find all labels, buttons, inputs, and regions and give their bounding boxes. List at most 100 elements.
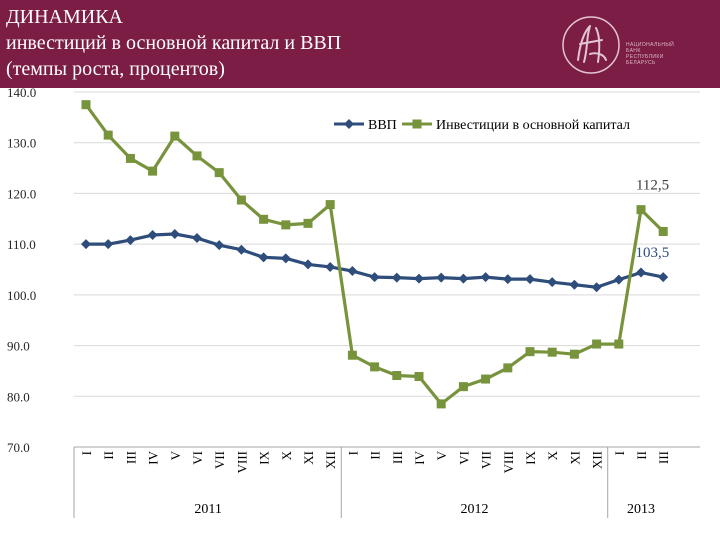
investment-point xyxy=(192,151,202,161)
investment-point xyxy=(325,200,335,210)
x-category-label: II xyxy=(634,451,649,460)
investment-point xyxy=(281,220,291,230)
gdp-point xyxy=(591,282,602,293)
x-category-label: III xyxy=(123,451,138,464)
gdp-point xyxy=(192,233,202,244)
y-tick-label: 120.0 xyxy=(7,186,36,201)
x-category-label: V xyxy=(434,450,449,460)
investment-point xyxy=(458,382,468,392)
gdp-point xyxy=(636,267,646,278)
investment-point xyxy=(103,130,113,140)
x-category-label: VII xyxy=(479,451,494,469)
y-tick-label: 110.0 xyxy=(7,237,36,252)
investment-point xyxy=(392,370,402,380)
investment-point xyxy=(125,153,135,163)
x-category-label: I xyxy=(345,451,360,455)
gdp-point xyxy=(414,273,424,284)
investment-point xyxy=(547,347,557,357)
gdp-point xyxy=(347,266,358,277)
gdp-point xyxy=(81,239,91,250)
x-category-label: VI xyxy=(456,451,471,465)
investment-point xyxy=(303,218,313,228)
x-category-label: XII xyxy=(323,451,338,469)
x-category-label: XI xyxy=(567,451,582,465)
x-category-label: I xyxy=(612,451,627,455)
slide-title: ДИНАМИКА инвестиций в основной капитал и… xyxy=(6,4,341,82)
gdp-point xyxy=(236,244,247,255)
x-category-label: IX xyxy=(257,450,272,464)
y-tick-label: 140.0 xyxy=(7,85,36,100)
year-group-label: 2013 xyxy=(627,502,655,517)
gdp-point xyxy=(103,239,114,250)
logo-text: НАЦИОНАЛЬНЫЙ БАНК РЕСПУБЛИКИ БЕЛАРУСЬ xyxy=(626,42,675,66)
x-category-label: III xyxy=(656,451,671,464)
title-line-2: инвестиций в основной капитал и ВВП xyxy=(6,32,342,54)
year-group-label: 2011 xyxy=(194,502,221,517)
gdp-point xyxy=(169,229,180,239)
investment-point xyxy=(592,339,602,349)
x-category-label: X xyxy=(279,450,294,460)
investment-point xyxy=(81,100,91,110)
gdp-point xyxy=(147,230,158,241)
y-tick-label: 100.0 xyxy=(7,288,36,303)
x-category-label: VII xyxy=(212,451,227,469)
investment-point xyxy=(503,363,513,373)
gdp-point xyxy=(525,274,535,285)
investment-point xyxy=(170,131,180,141)
gdp-point xyxy=(569,279,580,290)
x-category-label: X xyxy=(545,450,560,460)
x-category-label: IX xyxy=(523,450,538,464)
gdp-point xyxy=(325,261,336,272)
y-tick-label: 90.0 xyxy=(7,339,30,354)
gdp-point xyxy=(502,274,513,285)
gdp-point xyxy=(458,273,469,284)
x-category-label: IV xyxy=(146,450,161,464)
gdp-point xyxy=(613,274,624,285)
investment-point xyxy=(636,205,646,215)
x-category-label: V xyxy=(168,450,183,460)
x-category-label: XI xyxy=(301,451,316,465)
gdp-point xyxy=(480,272,491,283)
header-banner: ДИНАМИКА инвестиций в основной капитал и… xyxy=(0,0,720,88)
y-tick-label: 80.0 xyxy=(7,389,30,404)
logo-monogram-icon xyxy=(562,16,620,74)
gdp-point xyxy=(547,277,558,288)
legend-gdp-marker xyxy=(344,119,354,129)
investment-point xyxy=(370,362,380,372)
gdp-point xyxy=(214,240,225,251)
gdp-point xyxy=(258,252,269,263)
investment-point xyxy=(148,166,158,176)
legend-investment-label: Инвестиции в основной капитал xyxy=(436,118,630,133)
x-category-label: VIII xyxy=(501,451,516,473)
x-category-label: VI xyxy=(190,451,205,465)
gdp-point xyxy=(391,272,402,283)
legend-gdp-label: ВВП xyxy=(368,118,397,133)
investment-point xyxy=(347,350,357,360)
series-line-investment xyxy=(84,103,665,406)
gdp-point xyxy=(280,253,291,264)
gdp-point xyxy=(303,259,313,270)
x-category-label: III xyxy=(390,451,405,464)
x-category-label: VIII xyxy=(234,451,249,473)
investment-end-label: 112,5 xyxy=(636,177,669,193)
investment-point xyxy=(236,195,246,205)
gdp-point xyxy=(125,235,136,246)
investment-point xyxy=(481,374,491,384)
title-line-1: ДИНАМИКА xyxy=(6,6,123,28)
investment-point xyxy=(658,226,668,236)
gdp-point xyxy=(369,272,380,283)
x-category-label: I xyxy=(79,451,94,455)
y-tick-label: 70.0 xyxy=(7,440,30,455)
investment-point xyxy=(525,347,535,357)
gdp-point xyxy=(436,272,447,283)
y-tick-label: 130.0 xyxy=(7,136,36,151)
investment-point xyxy=(614,339,624,349)
gdp-point xyxy=(658,272,669,283)
x-category-label: XII xyxy=(590,451,605,469)
gdp-end-label: 103,5 xyxy=(635,245,669,261)
x-category-label: IV xyxy=(412,450,427,464)
investment-point xyxy=(436,399,446,409)
x-category-label: II xyxy=(101,451,116,460)
x-category-label: II xyxy=(368,451,383,460)
